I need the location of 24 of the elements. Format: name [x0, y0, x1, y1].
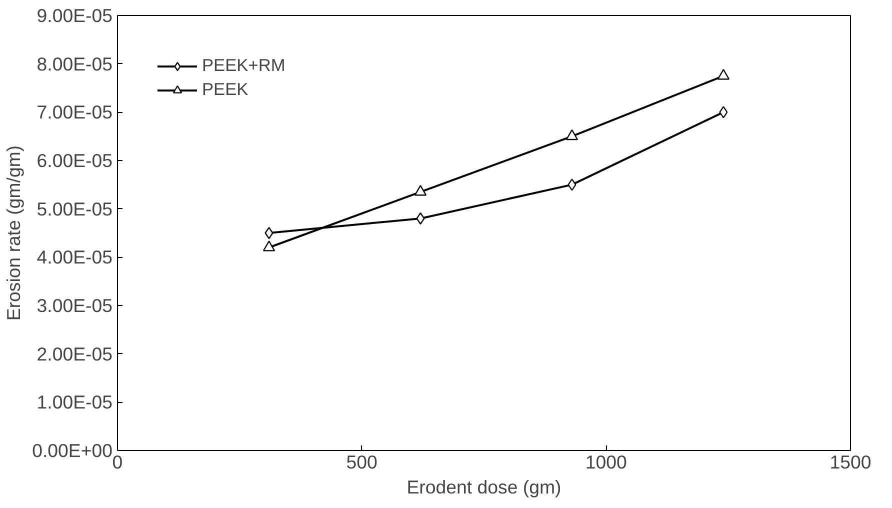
point — [566, 129, 578, 140]
x-tick-label: 1500 — [830, 452, 872, 472]
y-tick-label: 1.00E-05 — [36, 392, 112, 413]
y-tick-label: 2.00E-05 — [36, 343, 112, 364]
point — [717, 68, 730, 80]
y-tick-label: 8.00E-05 — [36, 53, 112, 74]
y-tick-label: 4.00E-05 — [36, 246, 112, 268]
y-axis-title: Erosion rate (gm/gm) — [3, 145, 24, 321]
point — [568, 178, 576, 191]
y-tick-label: 0.00E+00 — [32, 440, 113, 461]
y-tick-label: 6.00E-05 — [36, 150, 112, 171]
y-tick-label: 3.00E-05 — [36, 295, 112, 316]
y-tick-label: 7.00E-05 — [36, 102, 112, 123]
legend-label: PEEK+RM — [202, 55, 286, 76]
x-tick-label: 1000 — [585, 452, 627, 472]
y-tick-label: 9.00E-05 — [36, 5, 112, 26]
x-tick-label: 0 — [112, 452, 123, 472]
y-tick-label: 5.00E-05 — [36, 198, 112, 220]
x-tick-label: 500 — [346, 452, 378, 472]
legend-label: PEEK — [202, 79, 248, 100]
point — [414, 184, 427, 196]
point — [262, 240, 276, 252]
point — [719, 106, 728, 118]
x-axis-title: Erodent dose (gm) — [406, 476, 562, 498]
